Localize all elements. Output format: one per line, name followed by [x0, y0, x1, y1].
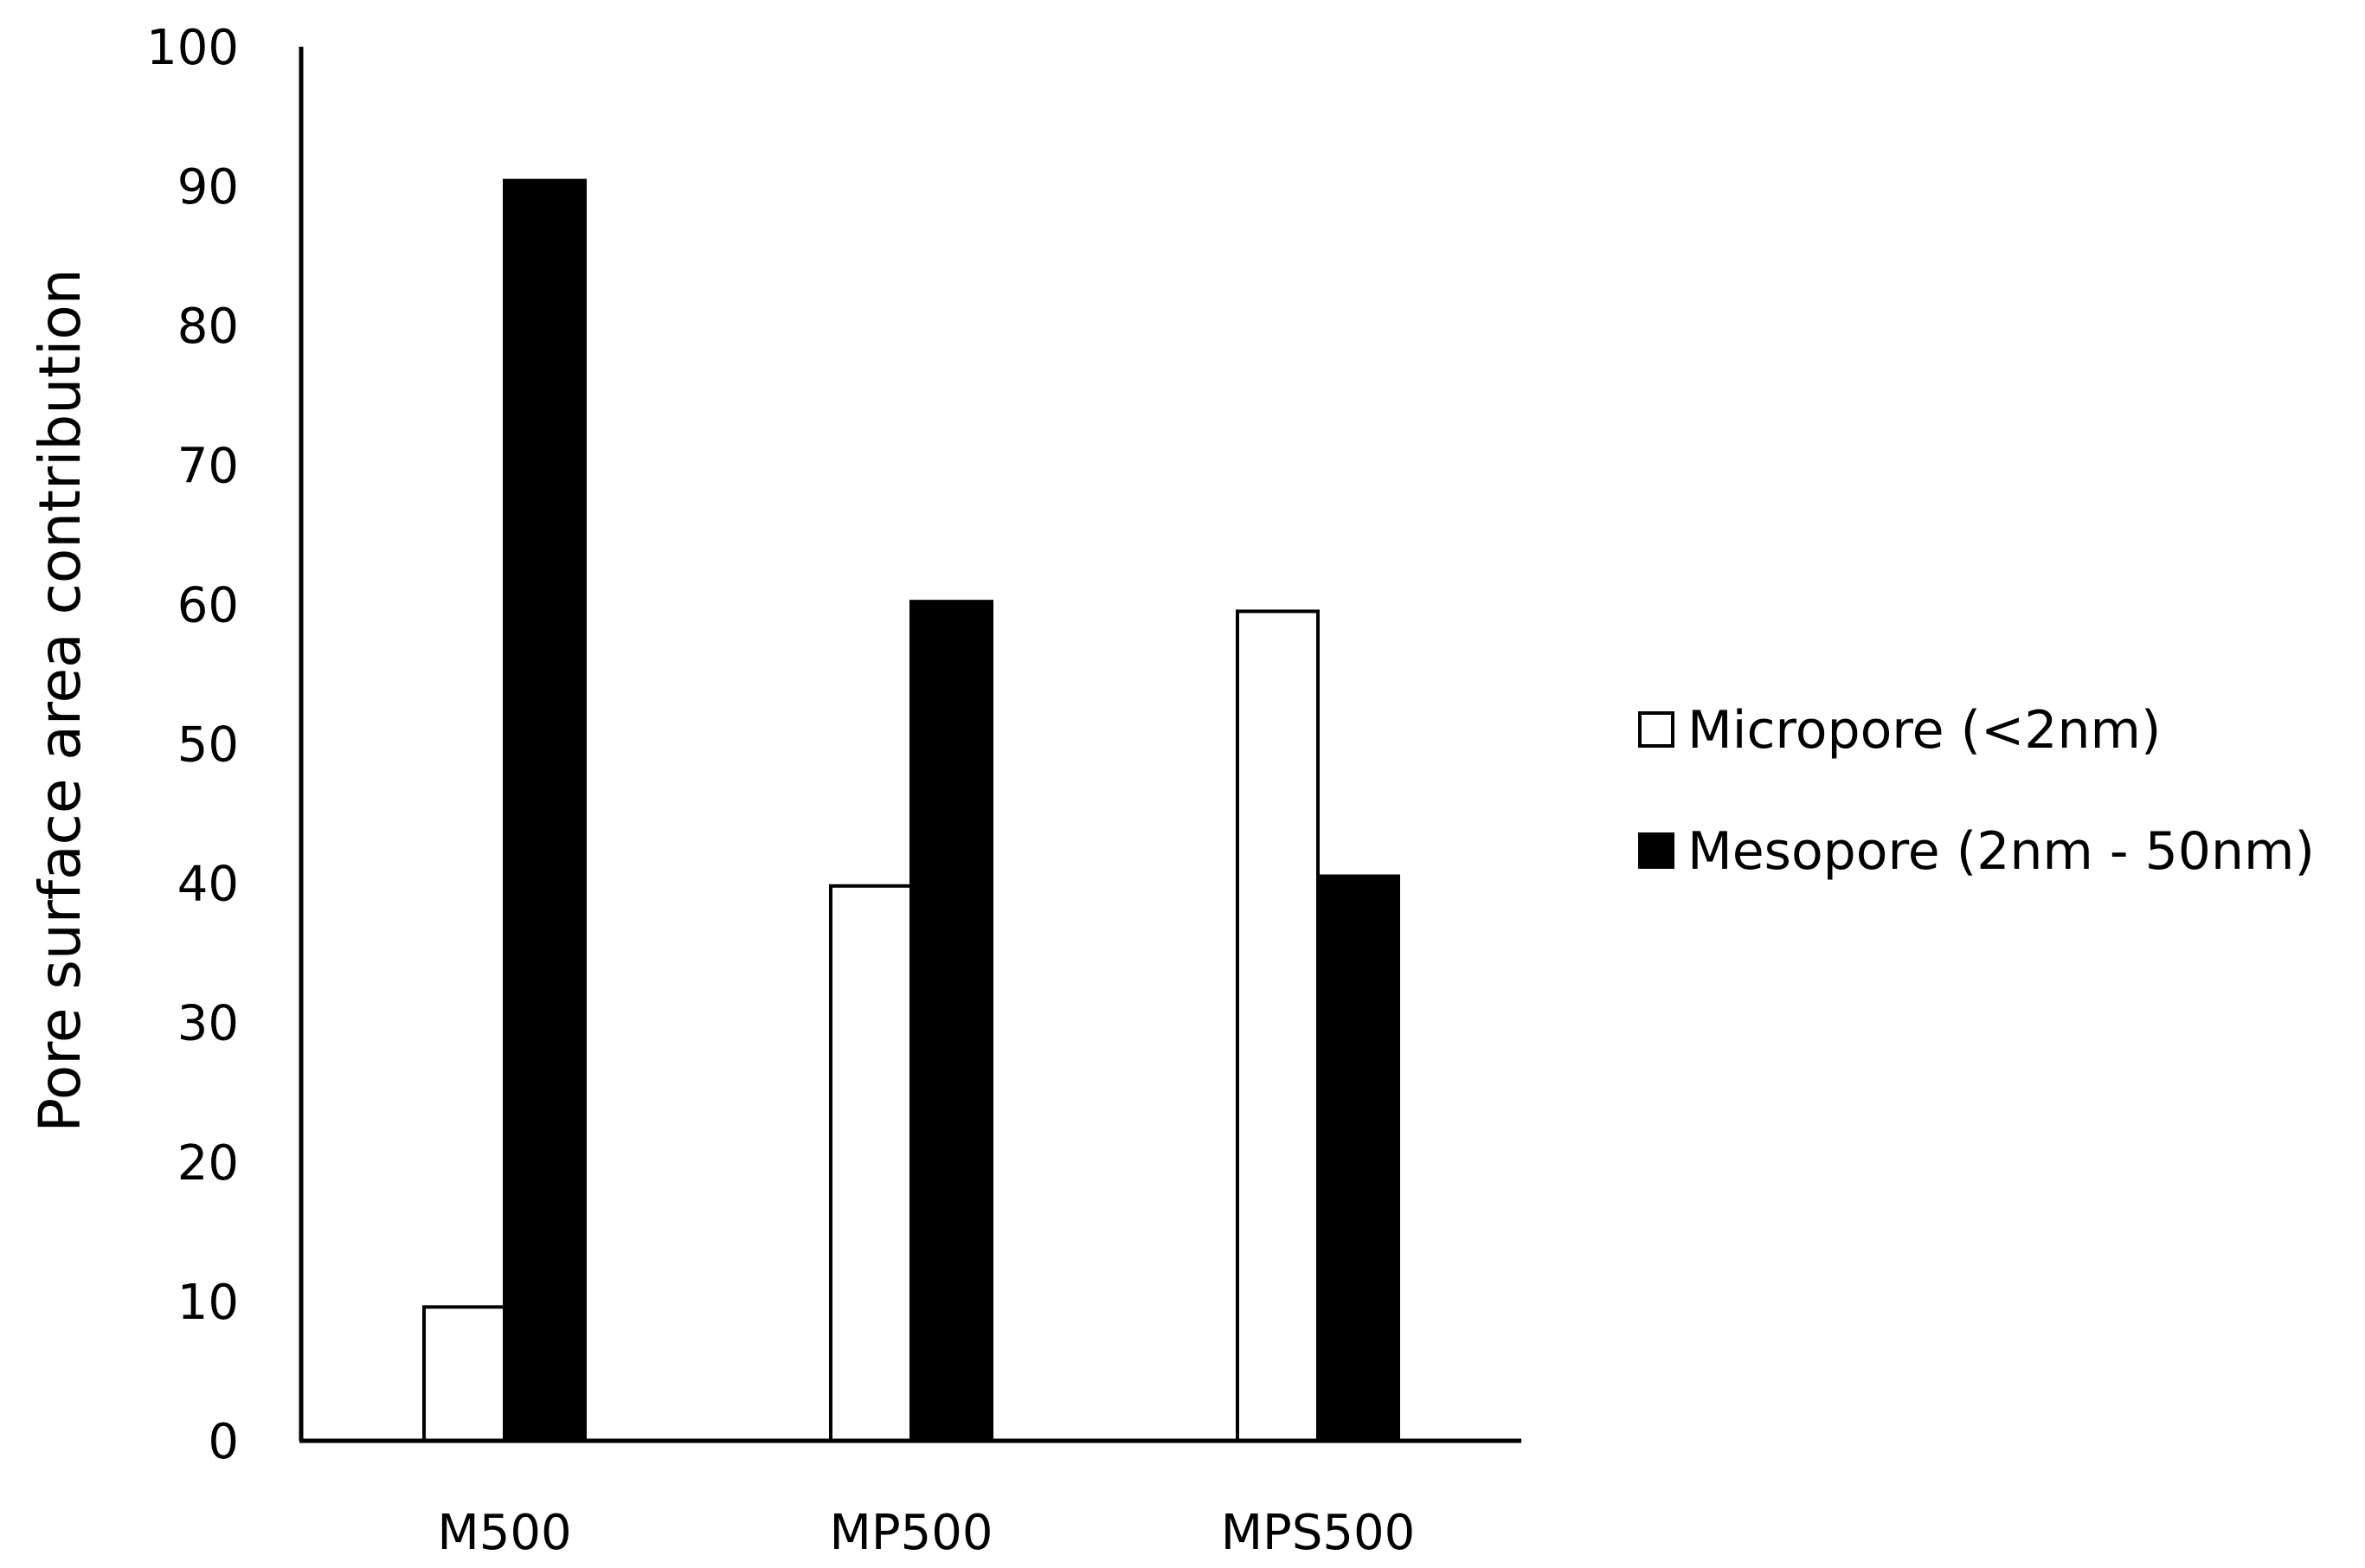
- bars: [422, 178, 1400, 1443]
- y-tick-label: 50: [177, 717, 239, 774]
- y-axis-title: Pore surface area contribution: [27, 268, 93, 1132]
- y-tick-label: 30: [177, 996, 239, 1052]
- y-axis-ticks: 0 10 20 30 40 50 60 70 80 90 100: [146, 20, 239, 1470]
- x-tick-label: M500: [437, 1505, 571, 1561]
- legend-label: Mesopore (2nm - 50nm): [1687, 821, 2315, 882]
- y-tick-label: 0: [208, 1414, 239, 1470]
- x-tick-label: MP500: [830, 1505, 993, 1561]
- x-axis-ticks: M500 MP500 MPS500: [437, 1505, 1415, 1561]
- y-tick-label: 20: [177, 1135, 239, 1192]
- x-tick-label: MPS500: [1221, 1505, 1416, 1561]
- legend-label: Micropore (<2nm): [1687, 700, 2161, 761]
- legend-swatch: [1638, 711, 1674, 748]
- y-tick-label: 10: [177, 1275, 239, 1331]
- legend-item-micropore: Micropore (<2nm): [1638, 700, 2161, 761]
- bar-m500-micropore: [422, 1305, 506, 1443]
- bar-mps500-mesopore: [1316, 874, 1400, 1443]
- bar-mp500-micropore: [829, 884, 913, 1443]
- y-tick-label: 100: [146, 20, 239, 76]
- legend: Micropore (<2nm) Mesopore (2nm - 50nm): [1638, 700, 2315, 882]
- y-tick-label: 60: [177, 577, 239, 633]
- bar-mp500-mesopore: [909, 600, 993, 1443]
- y-tick-label: 90: [177, 159, 239, 215]
- bar-m500-mesopore: [503, 178, 587, 1443]
- legend-item-mesopore: Mesopore (2nm - 50nm): [1638, 821, 2315, 882]
- y-tick-label: 80: [177, 299, 239, 355]
- y-tick-label: 40: [177, 857, 239, 913]
- bar-mps500-micropore: [1236, 609, 1320, 1443]
- y-tick-label: 70: [177, 438, 239, 494]
- legend-swatch: [1638, 832, 1674, 869]
